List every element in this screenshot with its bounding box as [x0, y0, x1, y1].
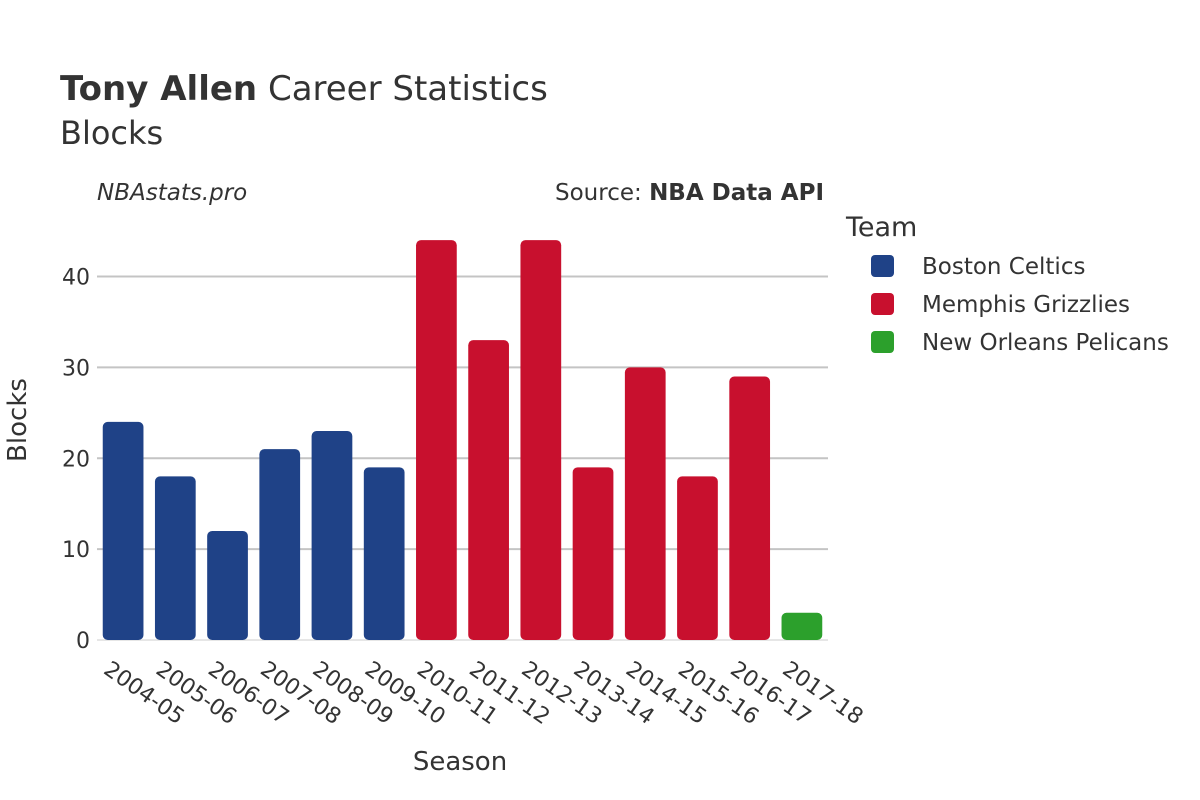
legend-swatch — [871, 255, 894, 277]
legend: Boston Celtics Memphis Grizzlies New Orlea… — [871, 254, 1169, 356]
title-player: Tony Allen — [60, 69, 257, 109]
x-tick-labels: 2004-052005-062006-072007-082008-092009-… — [99, 657, 867, 730]
y-tick-label: 0 — [76, 629, 90, 654]
bar — [520, 240, 562, 640]
bar — [468, 340, 509, 640]
site-watermark: NBAstats.pro — [97, 180, 247, 206]
legend-label: Memphis Grizzlies — [922, 292, 1130, 318]
bar — [572, 467, 614, 640]
y-tick-label: 40 — [62, 266, 90, 291]
bar — [311, 431, 353, 640]
y-axis-title: Blocks — [3, 378, 33, 462]
bar — [154, 476, 196, 640]
bar — [363, 467, 405, 640]
bar — [624, 367, 666, 640]
bar — [677, 476, 718, 640]
chart-subtitle: Blocks — [60, 114, 163, 152]
bar — [416, 240, 457, 640]
chart-title: Tony Allen Career Statistics — [60, 69, 548, 109]
y-tick-label: 20 — [62, 447, 90, 472]
grid-lines — [97, 275, 828, 641]
bar — [259, 449, 301, 640]
bar — [207, 530, 248, 640]
source-label: Source: — [555, 180, 649, 206]
y-tick-labels: 0 10 20 30 40 — [62, 266, 90, 654]
legend-swatch — [871, 293, 894, 315]
bars-group — [102, 240, 823, 640]
legend-label: Boston Celtics — [922, 254, 1085, 280]
source-value: NBA Data API — [649, 180, 824, 206]
bar — [729, 376, 771, 640]
legend-swatch — [871, 331, 894, 353]
title-rest: Career Statistics — [257, 69, 548, 109]
x-axis-title: Season — [413, 747, 507, 777]
bar — [102, 421, 144, 640]
legend-title: Team — [845, 212, 917, 243]
y-tick-label: 30 — [62, 356, 90, 381]
source-credit: Source: NBA Data API — [555, 180, 824, 206]
bar — [781, 612, 823, 640]
y-tick-label: 10 — [62, 538, 90, 563]
legend-label: New Orleans Pelicans — [922, 330, 1169, 356]
